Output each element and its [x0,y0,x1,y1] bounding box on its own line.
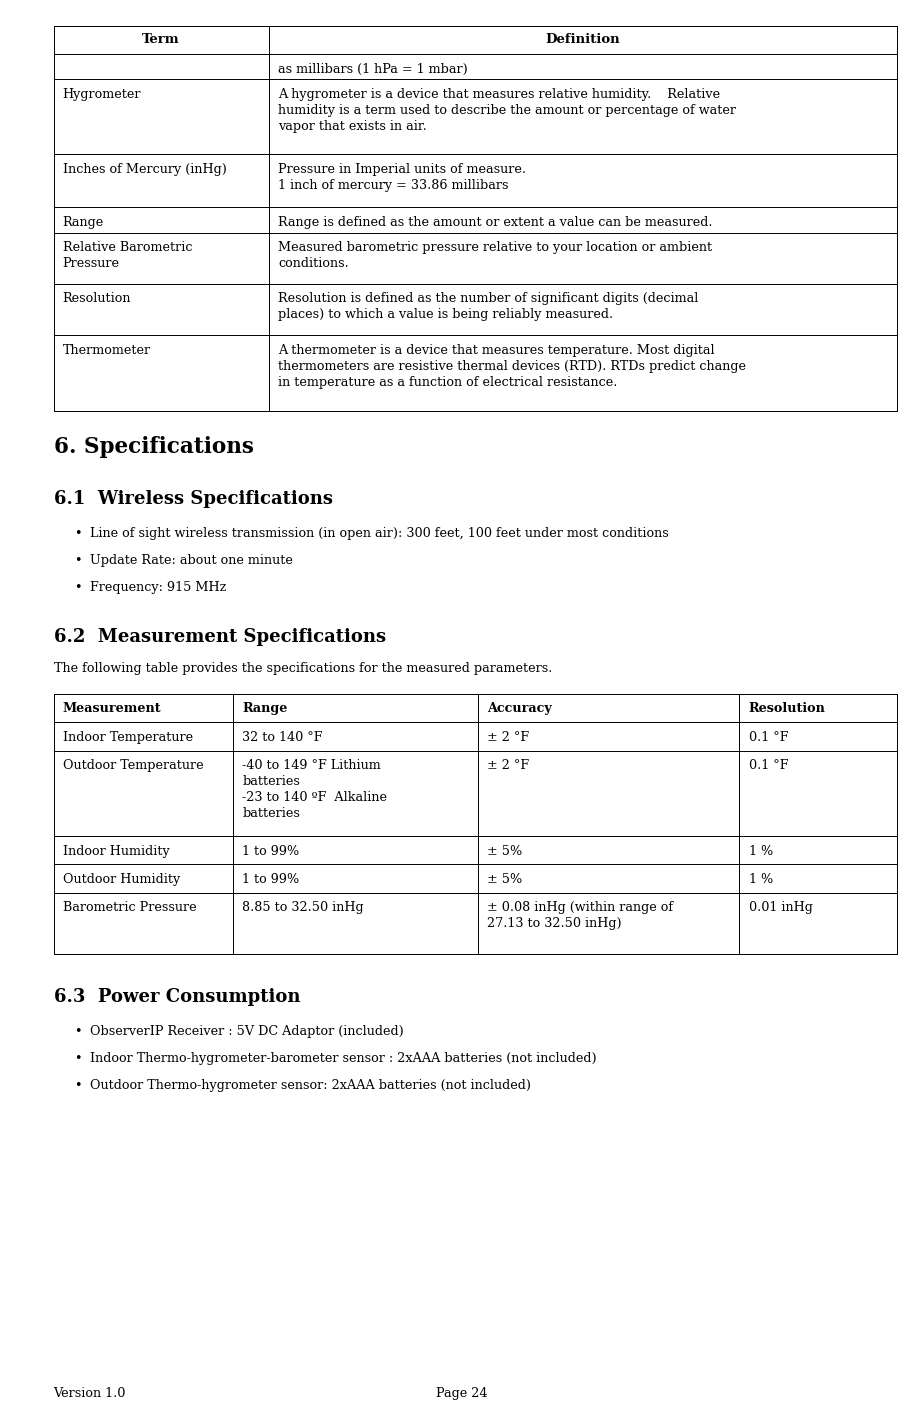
Text: •: • [74,1080,81,1093]
Text: A hygrometer is a device that measures relative humidity.    Relative
humidity i: A hygrometer is a device that measures r… [278,88,736,132]
Text: Outdoor Thermo-hygrometer sensor: 2xAAA batteries (not included): Outdoor Thermo-hygrometer sensor: 2xAAA … [90,1080,532,1093]
Text: Relative Barometric
Pressure: Relative Barometric Pressure [63,242,192,270]
Text: ± 2 °F: ± 2 °F [487,760,529,773]
Text: Resolution: Resolution [63,293,131,306]
Text: Indoor Thermo-hygrometer-barometer sensor : 2xAAA batteries (not included): Indoor Thermo-hygrometer-barometer senso… [90,1053,597,1066]
Text: Thermometer: Thermometer [63,344,150,357]
Text: 6.3  Power Consumption: 6.3 Power Consumption [54,989,300,1006]
Text: 0.1 °F: 0.1 °F [749,760,788,773]
Text: Page 24: Page 24 [436,1387,487,1400]
Text: Range is defined as the amount or extent a value can be measured.: Range is defined as the amount or extent… [278,216,713,229]
Text: •: • [74,582,81,595]
Text: Term: Term [142,33,180,47]
Text: Range: Range [63,216,104,229]
Text: Resolution is defined as the number of significant digits (decimal
places) to wh: Resolution is defined as the number of s… [278,293,699,322]
Text: Line of sight wireless transmission (in open air): 300 feet, 100 feet under most: Line of sight wireless transmission (in … [90,528,669,541]
Text: 6.1  Wireless Specifications: 6.1 Wireless Specifications [54,491,332,508]
Text: •: • [74,1026,81,1039]
Text: Hygrometer: Hygrometer [63,88,141,101]
Text: ± 0.08 inHg (within range of
27.13 to 32.50 inHg): ± 0.08 inHg (within range of 27.13 to 32… [487,902,673,931]
Text: Range: Range [243,703,288,716]
Text: -40 to 149 °F Lithium
batteries
-23 to 140 ºF  Alkaline
batteries: -40 to 149 °F Lithium batteries -23 to 1… [243,760,388,820]
Text: ± 2 °F: ± 2 °F [487,731,529,744]
Text: Measured barometric pressure relative to your location or ambient
conditions.: Measured barometric pressure relative to… [278,242,712,270]
Text: Outdoor Temperature: Outdoor Temperature [63,760,203,773]
Text: Barometric Pressure: Barometric Pressure [63,902,197,915]
Text: Resolution: Resolution [749,703,825,716]
Text: Version 1.0: Version 1.0 [54,1387,126,1400]
Text: Measurement: Measurement [63,703,162,716]
Text: 8.85 to 32.50 inHg: 8.85 to 32.50 inHg [243,902,364,915]
Text: Definition: Definition [545,33,620,47]
Text: •: • [74,1053,81,1066]
Text: ObserverIP Receiver : 5V DC Adaptor (included): ObserverIP Receiver : 5V DC Adaptor (inc… [90,1026,404,1039]
Text: 6. Specifications: 6. Specifications [54,437,254,458]
Text: Pressure in Imperial units of measure.
1 inch of mercury = 33.86 millibars: Pressure in Imperial units of measure. 1… [278,164,526,192]
Text: Indoor Temperature: Indoor Temperature [63,731,193,744]
Text: 0.1 °F: 0.1 °F [749,731,788,744]
Text: ± 5%: ± 5% [487,845,522,858]
Text: 1 to 99%: 1 to 99% [243,845,300,858]
Text: The following table provides the specifications for the measured parameters.: The following table provides the specifi… [54,663,552,676]
Text: Outdoor Humidity: Outdoor Humidity [63,874,180,887]
Text: Accuracy: Accuracy [487,703,552,716]
Text: as millibars (1 hPa = 1 mbar): as millibars (1 hPa = 1 mbar) [278,63,468,75]
Text: 1 to 99%: 1 to 99% [243,874,300,887]
Text: 6.2  Measurement Specifications: 6.2 Measurement Specifications [54,629,386,646]
Text: A thermometer is a device that measures temperature. Most digital
thermometers a: A thermometer is a device that measures … [278,344,746,388]
Text: Inches of Mercury (inHg): Inches of Mercury (inHg) [63,164,227,176]
Text: •: • [74,555,81,568]
Text: 1 %: 1 % [749,845,773,858]
Text: ± 5%: ± 5% [487,874,522,887]
Text: Update Rate: about one minute: Update Rate: about one minute [90,555,294,568]
Text: Indoor Humidity: Indoor Humidity [63,845,170,858]
Text: 32 to 140 °F: 32 to 140 °F [243,731,323,744]
Text: Frequency: 915 MHz: Frequency: 915 MHz [90,582,227,595]
Text: 0.01 inHg: 0.01 inHg [749,902,812,915]
Text: 1 %: 1 % [749,874,773,887]
Text: •: • [74,528,81,541]
